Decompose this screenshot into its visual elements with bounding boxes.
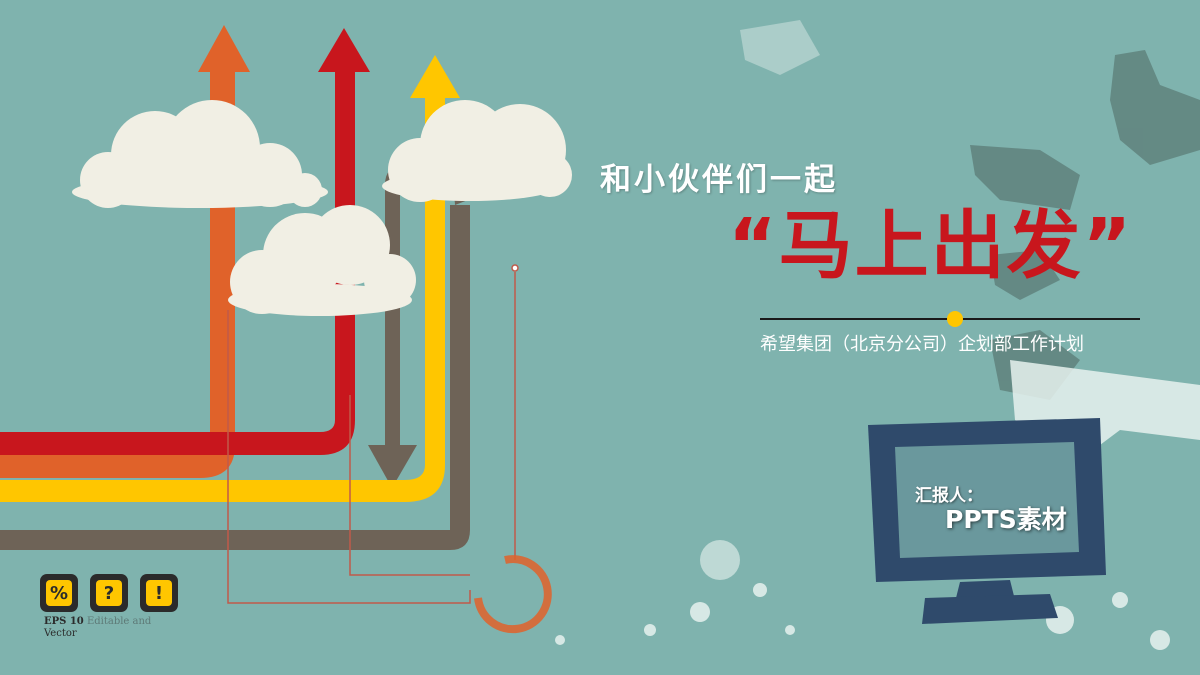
divider-dot [947, 311, 963, 327]
eps-label: EPS 10 [44, 616, 84, 627]
white-splatter [555, 20, 1200, 650]
red-arrow [0, 28, 370, 455]
slide-main-title: “马上出发” [728, 203, 1134, 289]
percent-badge: % [40, 574, 78, 612]
partial-ring [474, 555, 552, 634]
thin-lines [227, 264, 519, 604]
slide-subtitle: 和小伙伴们一起 [600, 162, 838, 198]
eps-caption: EPS 10 Editable and Vector [44, 616, 151, 640]
cloud-left [72, 100, 328, 208]
reporter-label: 汇报人： [915, 486, 983, 506]
percent-icon: % [46, 580, 72, 606]
exclamation-icon: ! [146, 580, 172, 606]
company-plan-text: 希望集团（北京分公司）企划部工作计划 [760, 334, 1084, 355]
eps-vector-text: Vector [44, 628, 77, 639]
exclamation-badge: ! [140, 574, 178, 612]
cloud-middle [228, 205, 416, 316]
monitor-icon [868, 418, 1106, 624]
orange-arrow [0, 25, 250, 478]
reporter-name: PPTS素材 [945, 505, 1067, 534]
eps-faint-text: Editable and [86, 616, 152, 627]
question-icon: ? [96, 580, 122, 606]
cloud-right [382, 100, 572, 202]
yellow-arrow [0, 55, 460, 502]
question-badge: ? [90, 574, 128, 612]
